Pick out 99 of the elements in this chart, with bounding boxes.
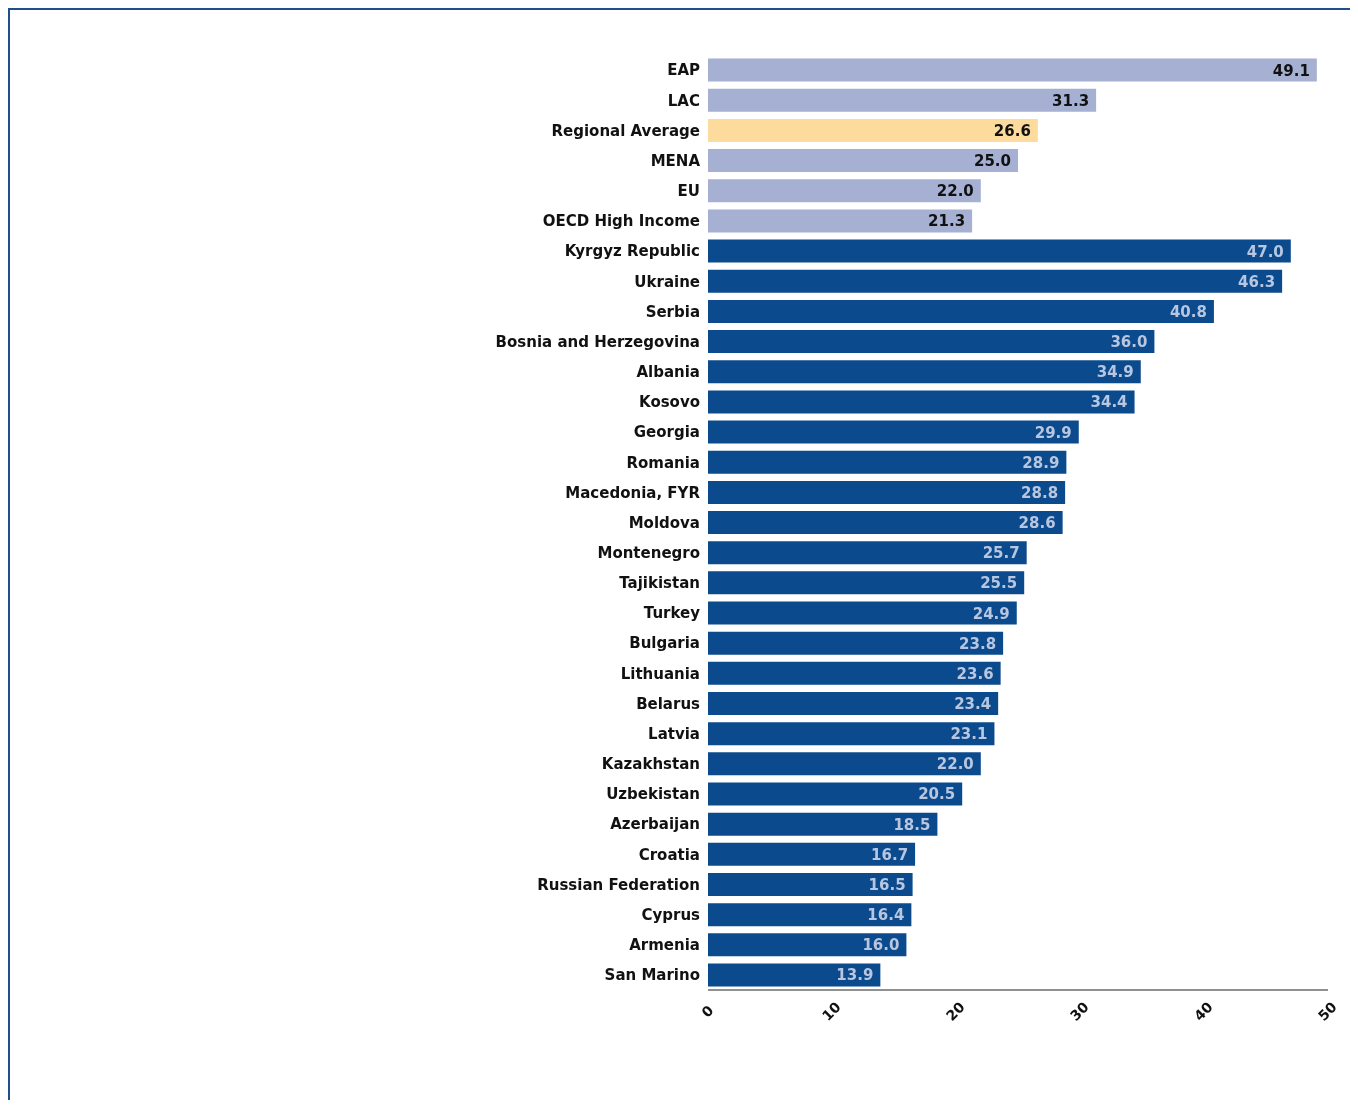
y-tick-label: Tajikistan	[619, 574, 700, 593]
y-tick-label: Regional Average	[551, 121, 700, 140]
data-label: 28.9	[1022, 453, 1060, 472]
data-label: 16.0	[862, 936, 900, 955]
y-tick-label: Moldova	[628, 513, 700, 532]
bar	[708, 842, 916, 866]
bar	[708, 149, 1018, 173]
data-label: 31.3	[1052, 91, 1090, 110]
y-tick-label: MENA	[650, 151, 701, 170]
data-label: 26.6	[993, 121, 1031, 140]
bar	[708, 511, 1063, 535]
y-tick-label: Kyrgyz Republic	[564, 242, 700, 261]
data-label: 22.0	[936, 755, 974, 774]
data-label: 47.0	[1246, 242, 1284, 261]
bar	[708, 933, 907, 957]
bar	[708, 360, 1141, 384]
x-tick-label: 50	[1314, 998, 1341, 1024]
bar	[708, 179, 981, 203]
x-tick-label: 10	[818, 998, 845, 1024]
bar	[708, 269, 1283, 293]
bar	[708, 661, 1001, 685]
y-tick-label: Bulgaria	[629, 634, 700, 653]
y-tick-label: Bosnia and Herzegovina	[495, 332, 700, 351]
data-label: 21.3	[928, 212, 966, 231]
data-label: 25.0	[973, 152, 1011, 171]
bar	[708, 601, 1017, 625]
data-label: 16.4	[867, 906, 905, 925]
y-tick-label: Kazakhstan	[601, 755, 700, 774]
y-tick-label: EU	[677, 182, 700, 201]
y-tick-label: San Marino	[604, 966, 700, 985]
bar	[708, 903, 912, 927]
data-label: 25.7	[982, 544, 1020, 563]
data-label: 24.9	[972, 604, 1010, 623]
y-tick-label: Russian Federation	[537, 875, 700, 894]
data-label: 23.4	[954, 695, 992, 714]
x-tick-label: 0	[698, 1002, 717, 1021]
data-label: 36.0	[1110, 333, 1148, 352]
y-tick-label: Georgia	[633, 423, 700, 442]
data-label: 16.7	[871, 845, 909, 864]
y-tick-label: Azerbaijan	[610, 815, 700, 834]
y-tick-label: Cyprus	[641, 905, 701, 924]
data-label: 40.8	[1169, 302, 1207, 321]
y-tick-label: Macedonia, FYR	[565, 483, 701, 502]
y-tick-label: Croatia	[638, 845, 700, 864]
y-tick-label: Romania	[626, 453, 700, 472]
data-label: 23.1	[950, 725, 988, 744]
bar	[708, 420, 1079, 444]
data-label: 34.9	[1096, 363, 1134, 382]
data-label: 18.5	[893, 815, 931, 834]
bar	[708, 118, 1038, 142]
bar	[708, 722, 995, 746]
y-tick-label: Uzbekistan	[606, 785, 700, 804]
data-label: 28.6	[1018, 514, 1056, 533]
data-label: 34.4	[1090, 393, 1128, 412]
y-tick-label: LAC	[667, 91, 700, 110]
data-label: 46.3	[1238, 272, 1276, 291]
bar	[708, 571, 1025, 595]
bar	[708, 782, 963, 806]
y-tick-label: EAP	[667, 61, 700, 80]
bar	[708, 541, 1027, 565]
bar	[708, 330, 1155, 354]
data-label: 13.9	[836, 966, 874, 985]
data-label: 25.5	[980, 574, 1018, 593]
y-tick-label: Armenia	[629, 936, 700, 955]
data-label: 23.8	[959, 634, 997, 653]
bar	[708, 872, 913, 896]
x-tick-label: 40	[1190, 998, 1217, 1024]
data-label: 20.5	[918, 785, 956, 804]
data-label: 49.1	[1272, 61, 1310, 80]
bar	[708, 209, 973, 233]
y-tick-label: OECD High Income	[542, 212, 700, 231]
bar	[708, 480, 1066, 504]
y-tick-label: Montenegro	[597, 543, 700, 562]
data-label: 28.8	[1021, 483, 1059, 502]
data-label: 29.9	[1034, 423, 1072, 442]
y-tick-label: Kosovo	[639, 393, 700, 412]
y-tick-label: Albania	[636, 363, 700, 382]
x-tick-label: 20	[942, 998, 969, 1024]
data-label: 23.6	[956, 664, 994, 683]
y-tick-label: Ukraine	[634, 272, 700, 291]
bar	[708, 58, 1317, 82]
bar	[708, 88, 1097, 112]
y-tick-label: Belarus	[636, 694, 701, 713]
data-label: 22.0	[936, 182, 974, 201]
data-label: 16.5	[868, 875, 906, 894]
bar	[708, 239, 1291, 263]
bar	[708, 390, 1135, 414]
bar	[708, 631, 1004, 655]
bar	[708, 812, 938, 836]
bar	[708, 752, 981, 776]
y-tick-label: Lithuania	[620, 664, 700, 683]
x-tick-label: 30	[1066, 998, 1093, 1024]
y-tick-label: Serbia	[645, 302, 700, 321]
bar	[708, 692, 999, 716]
bar	[708, 963, 881, 987]
y-tick-label: Turkey	[643, 604, 701, 623]
bar	[708, 299, 1214, 323]
bar	[708, 450, 1067, 474]
y-tick-label: Latvia	[648, 724, 700, 743]
